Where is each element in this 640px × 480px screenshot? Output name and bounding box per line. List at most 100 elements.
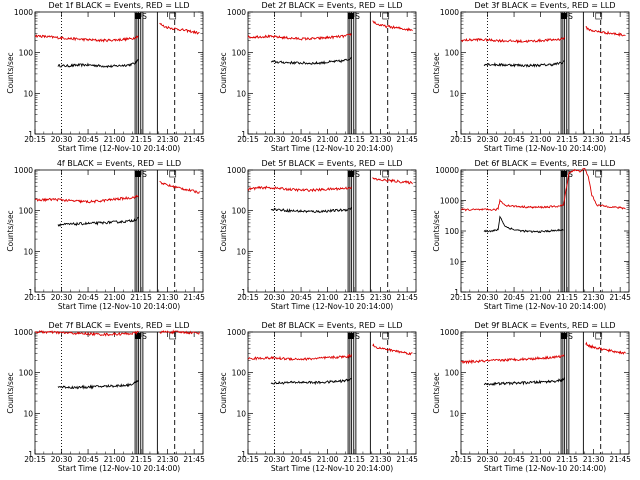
x-tick-label: 21:00 (530, 135, 552, 144)
saa-marker-label: S (142, 332, 147, 341)
y-axis-label: Counts/sec (219, 52, 228, 93)
x-tick-label: 20:30 (51, 135, 73, 144)
y-tick-label: 1 (241, 288, 246, 297)
x-tick-label: 20:45 (77, 455, 99, 464)
data-gap-marker-box (382, 332, 390, 340)
y-tick-label: 1 (28, 450, 33, 459)
y-tick-label: 10 (449, 409, 459, 418)
x-axis-label: Start Time (12-Nov-10 20:14:00) (484, 144, 606, 153)
y-tick-label: 10 (23, 247, 33, 256)
y-axis-label: Counts/sec (6, 52, 15, 93)
x-tick-label: 21:00 (530, 455, 552, 464)
lld-series-line (34, 194, 139, 204)
x-tick-label: 21:30 (157, 135, 179, 144)
x-tick-label: 20:45 (503, 455, 525, 464)
saa-marker-label: S (355, 170, 360, 179)
events-series-line (483, 60, 565, 68)
x-tick-label: 20:45 (503, 135, 525, 144)
y-tick-label: 1 (454, 450, 459, 459)
plot-frame (34, 331, 204, 455)
x-tick-label: 21:30 (583, 135, 605, 144)
y-tick-label: 100 (232, 49, 247, 58)
x-tick-label: 21:30 (583, 293, 605, 302)
y-tick-label: 1000 (440, 328, 459, 337)
x-tick-label: 20:15 (237, 293, 259, 302)
subplot-title: Det 3f BLACK = Events, RED = LLD (474, 1, 615, 10)
y-tick-label: 10 (449, 89, 459, 98)
x-tick-label: 21:00 (317, 293, 339, 302)
plot-frame (247, 331, 417, 455)
plot-frame (460, 11, 630, 135)
x-tick-label: 20:45 (77, 293, 99, 302)
x-tick-label: 20:15 (24, 455, 46, 464)
x-tick-label: 21:30 (370, 135, 392, 144)
x-tick-label: 20:15 (237, 135, 259, 144)
subplot-5: Det 5f BLACK = Events, RED = LLD 1 10 100 10… (219, 159, 418, 311)
x-tick-label: 20:15 (450, 135, 472, 144)
x-tick-label: 20:30 (264, 293, 286, 302)
subplot-title: 4f BLACK = Events, RED = LLD (57, 159, 181, 168)
x-axis-label: Start Time (12-Nov-10 20:14:00) (58, 302, 180, 311)
events-series-line (57, 59, 139, 69)
saa-marker-box (135, 171, 141, 177)
saa-marker-box (561, 171, 567, 177)
lld-series-line (372, 343, 413, 356)
saa-marker-box (348, 13, 354, 19)
x-tick-label: 20:30 (264, 135, 286, 144)
saa-marker-label: S (355, 12, 360, 21)
plot-frame (247, 11, 417, 135)
y-tick-label: 100 (19, 207, 34, 216)
x-tick-label: 20:15 (450, 455, 472, 464)
y-axis-label: Counts/sec (6, 210, 15, 251)
y-tick-label: 100 (19, 49, 34, 58)
x-tick-label: 21:45 (183, 455, 205, 464)
events-series-line (57, 216, 139, 227)
x-tick-label: 20:15 (24, 135, 46, 144)
y-tick-label: 1000 (227, 166, 246, 175)
x-tick-label: 20:45 (77, 135, 99, 144)
subplot-9: Det 9f BLACK = Events, RED = LLD 1 10 100 10… (432, 321, 631, 473)
lld-series-line (460, 354, 565, 365)
lld-series-line (460, 167, 626, 212)
subplot-title: Det 2f BLACK = Events, RED = LLD (261, 1, 402, 10)
x-tick-label: 21:15 (343, 293, 365, 302)
y-tick-label: 1000 (14, 328, 33, 337)
lld-series-line (159, 329, 200, 335)
plot-frame (34, 11, 204, 135)
subplot-title: Det 9f BLACK = Events, RED = LLD (474, 321, 615, 330)
plot-frame (460, 331, 630, 455)
events-series-line (270, 206, 352, 214)
saa-marker-box (135, 333, 141, 339)
y-tick-label: 100 (445, 49, 460, 58)
x-tick-label: 21:15 (130, 135, 152, 144)
data-gap-marker-box (595, 12, 603, 20)
x-tick-label: 21:00 (104, 135, 126, 144)
saa-marker-label: S (355, 332, 360, 341)
saa-marker-label: S (568, 12, 573, 21)
lld-series-line (247, 185, 352, 193)
x-tick-label: 21:30 (583, 455, 605, 464)
x-tick-label: 21:45 (183, 135, 205, 144)
x-axis-label: Start Time (12-Nov-10 20:14:00) (484, 302, 606, 311)
x-tick-label: 20:30 (477, 455, 499, 464)
events-series-line (483, 215, 564, 234)
y-tick-label: 100 (232, 369, 247, 378)
x-tick-label: 21:45 (183, 293, 205, 302)
events-series-line (483, 377, 565, 386)
x-tick-label: 20:15 (237, 455, 259, 464)
x-tick-label: 21:45 (396, 455, 418, 464)
y-tick-label: 1 (454, 288, 459, 297)
x-axis-label: Start Time (12-Nov-10 20:14:00) (271, 464, 393, 473)
x-tick-label: 21:45 (609, 293, 631, 302)
y-tick-label: 100 (19, 369, 34, 378)
y-tick-label: 10 (236, 247, 246, 256)
x-axis-label: Start Time (12-Nov-10 20:14:00) (484, 464, 606, 473)
subplot-title: Det 6f BLACK = Events, RED = LLD (474, 159, 615, 168)
subplot-title: Det 8f BLACK = Events, RED = LLD (261, 321, 402, 330)
y-axis-label: Counts/sec (219, 372, 228, 413)
lld-series-line (34, 330, 139, 337)
data-gap-marker-box (595, 170, 603, 178)
plot-frame (247, 169, 417, 293)
y-tick-label: 1000 (440, 8, 459, 17)
plot-frame (34, 169, 204, 293)
